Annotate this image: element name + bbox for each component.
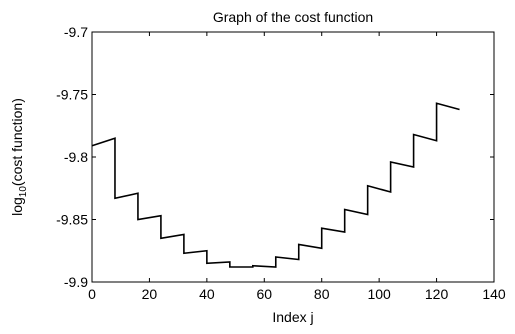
x-tick-label: 100 — [367, 286, 391, 302]
y-axis-label-suffix: (cost function) — [9, 98, 25, 186]
x-tick-label: 60 — [256, 286, 272, 302]
plot-frame — [91, 31, 495, 283]
chart-title: Graph of the cost function — [213, 9, 373, 25]
y-axis: -9.9 -9.85 -9.8 -9.75 -9.7 — [56, 24, 494, 290]
y-tick-label: -9.8 — [64, 149, 88, 165]
x-tick-label: 120 — [425, 286, 449, 302]
y-axis-label-prefix: log — [9, 197, 25, 216]
y-axis-label: log10(cost function) — [9, 98, 29, 216]
y-tick-label: -9.85 — [56, 212, 88, 228]
x-tick-label: 40 — [199, 286, 215, 302]
x-tick-label: 80 — [314, 286, 330, 302]
x-tick-label: 140 — [482, 286, 506, 302]
y-tick-label: -9.75 — [56, 87, 88, 103]
y-tick-label: -9.9 — [64, 274, 88, 290]
y-tick-label: -9.7 — [64, 24, 88, 40]
series-line — [91, 102, 460, 268]
x-axis: 0 20 40 60 80 100 120 140 — [88, 32, 506, 302]
x-axis-label: Index j — [272, 309, 313, 325]
x-tick-label: 0 — [88, 286, 96, 302]
x-tick-label: 20 — [142, 286, 158, 302]
y-axis-label-subscript: 10 — [18, 186, 29, 198]
